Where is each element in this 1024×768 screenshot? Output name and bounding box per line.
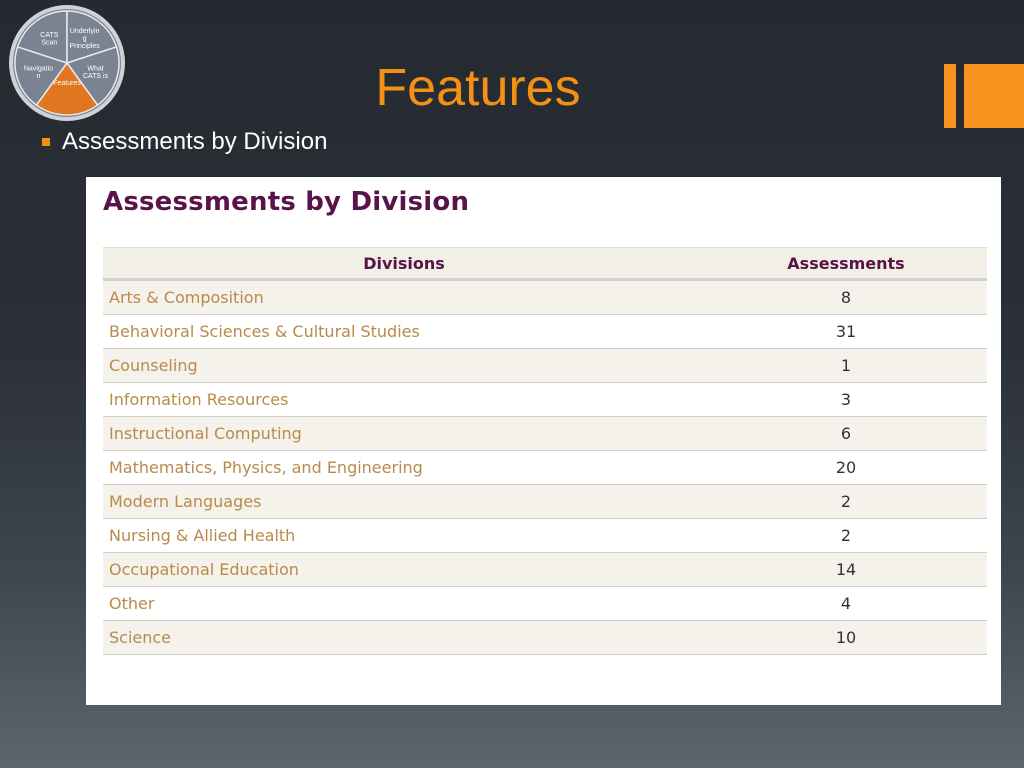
table-row: Instructional Computing 6 <box>103 416 987 451</box>
wheel-segment-label: What <box>87 66 103 73</box>
wheel-segment[interactable] <box>65 45 120 107</box>
wheel-segment-label: Navigatio <box>24 66 53 73</box>
wheel-segment[interactable] <box>16 10 68 65</box>
wheel-segment-label: g <box>83 36 87 43</box>
assessments-table: Divisions Assessments Arts & Composition… <box>103 247 987 655</box>
division-link[interactable]: Behavioral Sciences & Cultural Studies <box>103 314 705 349</box>
division-link[interactable]: Nursing & Allied Health <box>103 518 705 553</box>
division-link[interactable]: Modern Languages <box>103 484 705 519</box>
table-row: Other 4 <box>103 586 987 621</box>
assessment-count: 6 <box>705 416 987 451</box>
division-link[interactable]: Instructional Computing <box>103 416 705 451</box>
square-bullet-icon <box>42 138 50 146</box>
assessment-count: 8 <box>705 279 987 315</box>
table-header-row: Divisions Assessments <box>103 247 987 281</box>
table-row: Occupational Education 14 <box>103 552 987 587</box>
assessment-count: 3 <box>705 382 987 417</box>
column-header-divisions[interactable]: Divisions <box>103 247 705 281</box>
division-link[interactable]: Mathematics, Physics, and Engineering <box>103 450 705 485</box>
assessment-count: 20 <box>705 450 987 485</box>
table-row: Mathematics, Physics, and Engineering 20 <box>103 450 987 485</box>
bullet-point: Assessments by Division <box>42 128 327 156</box>
decorative-bars <box>944 64 1024 128</box>
assessment-count: 14 <box>705 552 987 587</box>
assessment-count: 2 <box>705 484 987 519</box>
assessment-count: 4 <box>705 586 987 621</box>
wheel-segment-label: Underlyin <box>70 28 100 35</box>
decorative-bar-wide <box>964 64 1024 128</box>
table-row: Modern Languages 2 <box>103 484 987 519</box>
table-row: Arts & Composition 8 <box>103 279 987 315</box>
wheel-segment-label: CATS is <box>83 73 109 80</box>
assessment-count: 2 <box>705 518 987 553</box>
wheel-segment-label: CATS <box>40 32 58 39</box>
panel-heading: Assessments by Division <box>103 187 470 217</box>
bullet-text: Assessments by Division <box>62 128 328 155</box>
division-link[interactable]: Occupational Education <box>103 552 705 587</box>
wheel-segment-label: Scan <box>41 39 57 46</box>
column-header-assessments[interactable]: Assessments <box>705 247 987 281</box>
wheel-segment[interactable] <box>66 10 118 65</box>
wheel-segment[interactable] <box>14 45 69 107</box>
wheel-segment-label: n <box>37 73 41 80</box>
assessments-panel: Assessments by Division Divisions Assess… <box>86 177 1001 705</box>
division-link[interactable]: Science <box>103 620 705 655</box>
table-row: Nursing & Allied Health 2 <box>103 518 987 553</box>
table-row: Information Resources 3 <box>103 382 987 417</box>
wheel-segment-label: Features <box>53 80 81 87</box>
division-link[interactable]: Arts & Composition <box>103 279 705 315</box>
assessment-count: 1 <box>705 348 987 383</box>
assessment-count: 31 <box>705 314 987 349</box>
slide-title: Features <box>375 59 581 117</box>
table-row: Science 10 <box>103 620 987 655</box>
table-row: Behavioral Sciences & Cultural Studies 3… <box>103 314 987 349</box>
wheel-segment-label: Principles <box>69 43 100 50</box>
table-row: Counseling 1 <box>103 348 987 383</box>
assessment-count: 10 <box>705 620 987 655</box>
division-link[interactable]: Counseling <box>103 348 705 383</box>
decorative-bar-thin <box>944 64 956 128</box>
division-link[interactable]: Other <box>103 586 705 621</box>
wheel-segment[interactable] <box>35 61 99 116</box>
division-link[interactable]: Information Resources <box>103 382 705 417</box>
